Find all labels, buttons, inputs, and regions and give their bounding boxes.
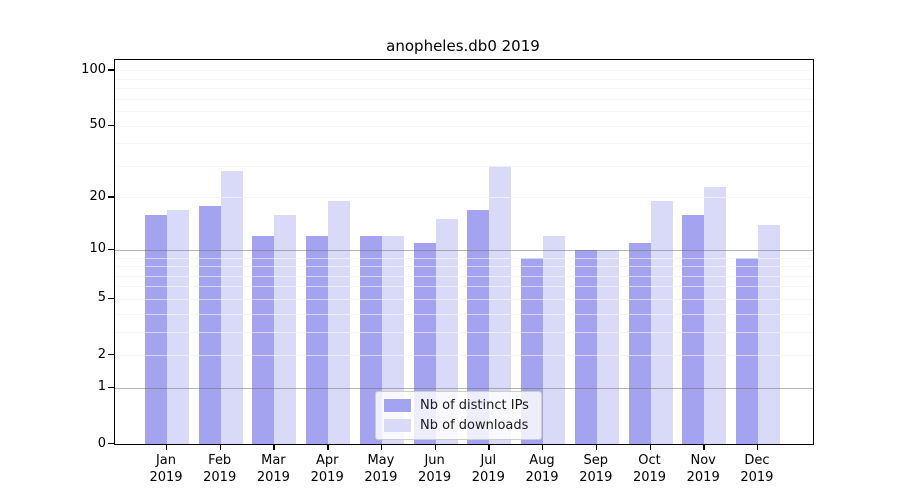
bar-ips-apr [306, 236, 329, 444]
bar-downloads-dec [757, 224, 780, 444]
y-tick-label-50: 50 [89, 117, 106, 132]
y-tick-2 [108, 354, 114, 356]
y-tick-0 [108, 443, 114, 445]
x-tick-label-feb: Feb 2019 [203, 453, 237, 485]
gridline-100 [115, 70, 813, 72]
x-tick-label-jun: Jun 2019 [418, 453, 452, 485]
gridline-4 [115, 313, 813, 315]
bar-downloads-mar [274, 214, 297, 444]
y-tick-20 [108, 196, 114, 198]
y-tick-50 [108, 124, 114, 126]
bar-downloads-nov [704, 186, 727, 444]
bar-downloads-oct [650, 201, 673, 444]
bar-ips-jan [145, 214, 167, 444]
gridline-50 [115, 125, 813, 127]
gridline-3 [115, 331, 813, 333]
plot-area: Nb of distinct IPs Nb of downloads [114, 59, 814, 445]
gridline-60 [115, 111, 813, 112]
legend-item-downloads: Nb of downloads [384, 418, 529, 433]
x-tick-label-jul: Jul 2019 [471, 453, 505, 485]
y-tick-label-20: 20 [89, 188, 106, 204]
bar-ips-mar [252, 236, 275, 444]
chart-title: anopheles.db0 2019 [386, 37, 540, 55]
bar-downloads-feb [220, 171, 243, 444]
bar-ips-dec [735, 257, 758, 444]
x-tick-label-jan: Jan 2019 [149, 453, 183, 485]
gridline-20 [115, 197, 813, 199]
y-tick-10 [108, 248, 114, 251]
x-tick-dec [756, 444, 759, 450]
x-tick-feb [219, 444, 222, 450]
x-tick-label-sep: Sep 2019 [579, 453, 613, 485]
x-tick-nov [703, 444, 705, 450]
x-tick-label-aug: Aug 2019 [525, 453, 559, 485]
bar-ips-sep [574, 249, 597, 444]
y-tick-label-1: 1 [97, 379, 106, 395]
gridline-1 [115, 387, 813, 389]
bar-ips-jul [467, 209, 490, 444]
x-tick-oct [649, 444, 651, 450]
legend-item-distinct-ips: Nb of distinct IPs [384, 398, 529, 413]
x-tick-label-may: May 2019 [364, 453, 398, 485]
bar-downloads-aug [543, 236, 565, 444]
y-tick-1 [108, 386, 114, 389]
x-tick-label-dec: Dec 2019 [740, 453, 774, 485]
legend-label-downloads: Nb of downloads [420, 418, 529, 433]
bar-downloads-jan [167, 209, 189, 444]
x-tick-label-mar: Mar 2019 [256, 453, 290, 485]
x-tick-sep [595, 444, 598, 450]
y-tick-100 [108, 69, 114, 71]
x-tick-jan [166, 444, 168, 450]
gridline-40 [115, 143, 813, 145]
gridline-10 [115, 249, 813, 251]
bar-downloads-jul [489, 165, 512, 444]
gridline-30 [115, 165, 813, 167]
gridline-2 [115, 355, 813, 356]
gridline-8 [115, 266, 813, 267]
x-tick-label-oct: Oct 2019 [632, 453, 667, 485]
bar-ips-nov [682, 214, 705, 444]
y-tick-label-5: 5 [97, 290, 106, 306]
legend: Nb of distinct IPs Nb of downloads [375, 391, 542, 440]
x-tick-jul [488, 444, 490, 450]
bar-ips-feb [198, 205, 221, 444]
gridline-80 [115, 88, 813, 90]
legend-swatch-downloads [384, 419, 411, 432]
x-tick-may [380, 444, 383, 450]
y-tick-label-10: 10 [89, 241, 106, 257]
legend-label-distinct-ips: Nb of distinct IPs [420, 398, 529, 413]
bar-downloads-sep [596, 249, 619, 444]
x-tick-mar [273, 444, 275, 450]
x-tick-label-apr: Apr 2019 [310, 453, 344, 485]
y-tick-label-0: 0 [97, 435, 106, 451]
gridline-6 [115, 286, 813, 288]
y-tick-5 [108, 297, 114, 300]
bar-downloads-apr [328, 201, 351, 444]
y-tick-label-100: 100 [81, 61, 106, 77]
x-tick-apr [327, 444, 329, 450]
gridline-5 [115, 298, 813, 300]
gridline-7 [115, 275, 813, 277]
x-tick-jun [434, 444, 436, 450]
x-tick-aug [542, 444, 544, 450]
y-tick-label-2: 2 [97, 346, 106, 362]
legend-swatch-distinct-ips [384, 399, 411, 412]
x-tick-label-nov: Nov 2019 [686, 453, 720, 485]
gridline-70 [115, 98, 813, 100]
bar-ips-oct [628, 242, 651, 444]
gridline-9 [115, 257, 813, 259]
gridline-90 [115, 78, 813, 80]
